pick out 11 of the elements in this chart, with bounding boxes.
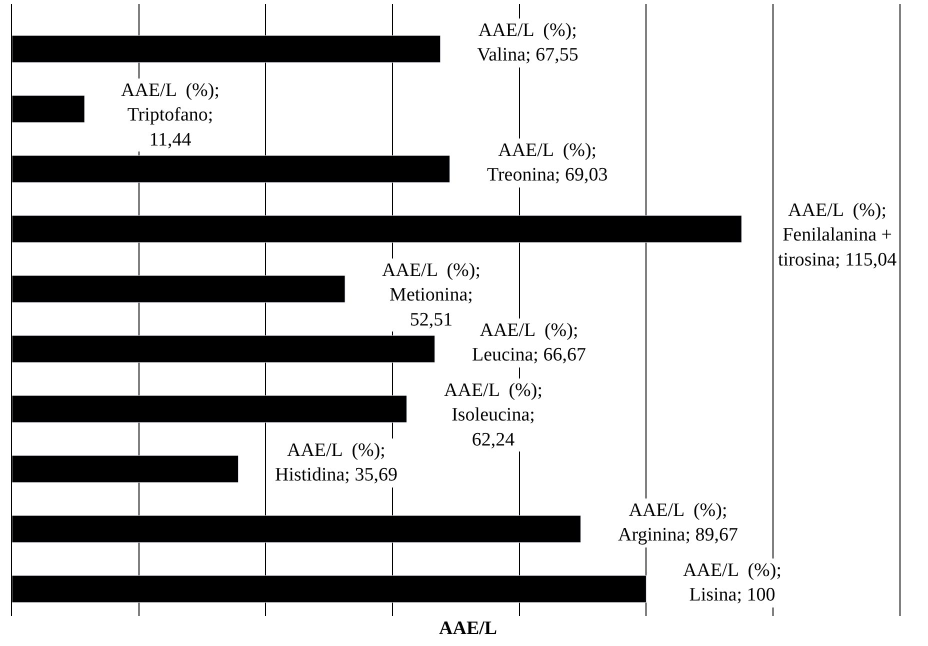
data-label: AAE/L (%); Arginina; 89,67 [618, 500, 738, 546]
data-label: AAE/L (%); Triptofano; 11,44 [121, 80, 220, 150]
data-label: AAE/L (%); Metionina; 52,51 [382, 260, 480, 330]
data-label: AAE/L (%); Histidina; 35,69 [275, 440, 398, 486]
data-label: AAE/L (%); Treonina; 69,03 [487, 140, 608, 186]
x-axis-title: AAE/L [439, 618, 498, 639]
data-label: AAE/L (%); Isoleucina; 62,24 [444, 380, 542, 450]
data-label: AAE/L (%); Lisina; 100 [683, 560, 782, 606]
data-label: AAE/L (%); Valina; 67,55 [477, 20, 578, 66]
data-label: AAE/L (%); Leucina; 66,67 [472, 320, 586, 366]
data-label: AAE/L (%); Fenilalanina + tirosina; 115,04 [778, 200, 898, 270]
